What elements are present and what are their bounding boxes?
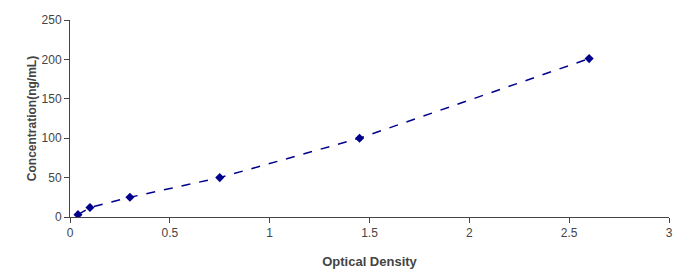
- svg-text:1.5: 1.5: [361, 226, 378, 240]
- svg-text:2.5: 2.5: [561, 226, 578, 240]
- svg-text:50: 50: [48, 171, 62, 185]
- svg-text:100: 100: [42, 131, 62, 145]
- svg-text:200: 200: [42, 53, 62, 67]
- svg-text:0: 0: [55, 210, 62, 224]
- svg-text:Concentration(ng/mL): Concentration(ng/mL): [25, 56, 39, 181]
- svg-text:0: 0: [67, 226, 74, 240]
- svg-text:2: 2: [466, 226, 473, 240]
- svg-text:150: 150: [42, 92, 62, 106]
- svg-text:0.5: 0.5: [161, 226, 178, 240]
- svg-text:3: 3: [666, 226, 673, 240]
- svg-text:1: 1: [266, 226, 273, 240]
- svg-text:Optical Density: Optical Density: [322, 254, 417, 269]
- svg-text:250: 250: [42, 13, 62, 27]
